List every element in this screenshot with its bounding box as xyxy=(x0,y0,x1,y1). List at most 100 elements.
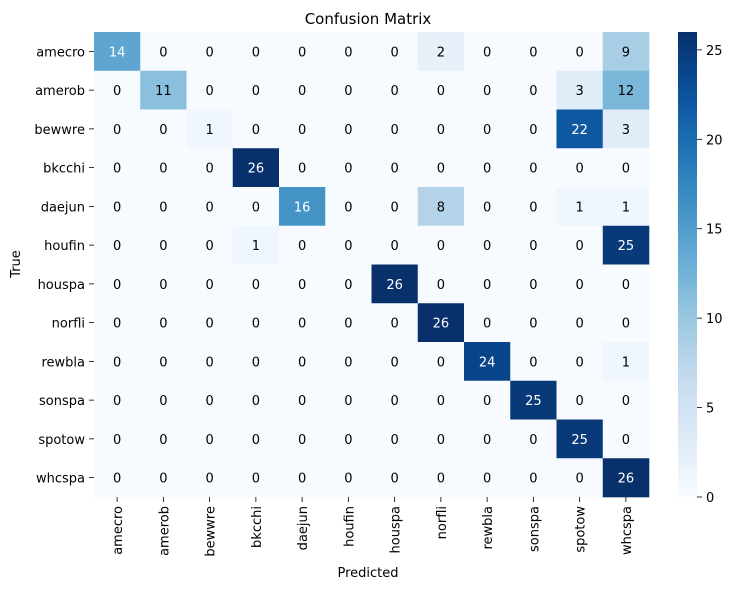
heatmap-cell xyxy=(371,109,419,149)
heatmap-cell xyxy=(371,342,419,382)
chart-title: Confusion Matrix xyxy=(305,10,432,28)
cell-value-label: 0 xyxy=(390,239,398,254)
heatmap-cell xyxy=(232,342,280,382)
heatmap-cell xyxy=(186,303,234,343)
heatmap-cell xyxy=(510,303,557,343)
cell-value-label: 0 xyxy=(298,278,306,293)
colorbar-tick-label: 10 xyxy=(706,312,723,327)
cell-value-label: 0 xyxy=(252,278,260,293)
heatmap-cell xyxy=(232,148,280,188)
cell-value-label: 0 xyxy=(575,278,583,293)
heatmap-cell xyxy=(186,458,234,498)
cell-value-label: 25 xyxy=(525,394,542,409)
cell-value-label: 0 xyxy=(529,45,537,60)
heatmap-cell xyxy=(186,380,234,420)
cell-value-label: 25 xyxy=(618,239,635,254)
heatmap-cell xyxy=(279,342,326,382)
cell-value-label: 0 xyxy=(205,239,213,254)
y-tick-label: sonspa xyxy=(39,394,85,409)
cell-value-label: 0 xyxy=(205,84,213,99)
cell-value-label: 0 xyxy=(344,239,352,254)
cell-value-label: 0 xyxy=(529,84,537,99)
cell-value-label: 0 xyxy=(390,45,398,60)
heatmap-cell xyxy=(556,342,604,382)
cell-value-label: 0 xyxy=(205,433,213,448)
heatmap-cell xyxy=(279,303,326,343)
heatmap-cell xyxy=(556,380,604,420)
cell-value-label: 1 xyxy=(575,200,583,215)
heatmap-cell xyxy=(556,419,604,459)
heatmap-cell xyxy=(140,419,187,459)
cell-value-label: 3 xyxy=(622,123,630,138)
heatmap-cell xyxy=(556,303,604,343)
cell-value-label: 12 xyxy=(618,84,635,99)
heatmap-cell xyxy=(417,109,465,149)
x-tick-label: daejun xyxy=(296,506,311,550)
heatmap-cell xyxy=(464,419,511,459)
cell-value-label: 0 xyxy=(252,123,260,138)
cell-value-label: 0 xyxy=(483,162,491,177)
cell-value-label: 0 xyxy=(205,45,213,60)
heatmap-cell xyxy=(464,70,511,110)
heatmap-cell xyxy=(232,264,280,304)
heatmap-cell xyxy=(417,303,465,343)
cell-value-label: 0 xyxy=(437,162,445,177)
cell-value-label: 0 xyxy=(529,239,537,254)
cell-value-label: 11 xyxy=(155,84,172,99)
cell-value-label: 0 xyxy=(159,239,167,254)
cell-value-label: 0 xyxy=(113,162,121,177)
heatmap-cell xyxy=(325,148,372,188)
cell-value-label: 0 xyxy=(575,162,583,177)
cell-value-label: 0 xyxy=(483,45,491,60)
cell-value-label: 1 xyxy=(252,239,260,254)
heatmap-cell xyxy=(232,187,280,227)
heatmap-cell xyxy=(186,419,234,459)
colorbar xyxy=(678,32,697,497)
heatmap-cell xyxy=(371,225,419,265)
heatmap-cell xyxy=(371,187,419,227)
heatmap-cell xyxy=(464,264,511,304)
cell-value-label: 0 xyxy=(529,355,537,370)
cell-value-label: 0 xyxy=(437,355,445,370)
heatmap-cell xyxy=(140,342,187,382)
cell-value-label: 0 xyxy=(483,317,491,332)
heatmap-cell xyxy=(417,32,465,72)
cell-value-label: 26 xyxy=(386,278,403,293)
cell-value-label: 0 xyxy=(483,200,491,215)
heatmap-cell xyxy=(279,187,326,227)
cell-value-label: 0 xyxy=(159,123,167,138)
y-axis-label: True xyxy=(9,250,24,279)
cell-value-label: 0 xyxy=(483,433,491,448)
heatmap-cell xyxy=(602,70,650,110)
colorbar-tick-label: 15 xyxy=(706,223,723,238)
heatmap-cell xyxy=(556,264,604,304)
cell-value-label: 0 xyxy=(205,472,213,487)
cell-value-label: 0 xyxy=(437,123,445,138)
cell-value-label: 0 xyxy=(298,84,306,99)
cell-value-label: 1 xyxy=(205,123,213,138)
cell-value-label: 8 xyxy=(437,200,445,215)
cell-value-label: 0 xyxy=(113,355,121,370)
cell-value-label: 3 xyxy=(575,84,583,99)
heatmap-cell xyxy=(510,458,557,498)
cell-value-label: 1 xyxy=(622,200,630,215)
cell-value-label: 0 xyxy=(298,394,306,409)
cell-value-label: 0 xyxy=(205,394,213,409)
cell-value-label: 0 xyxy=(622,394,630,409)
x-tick-label: bkcchi xyxy=(250,506,265,548)
cell-value-label: 0 xyxy=(298,123,306,138)
x-axis-label: Predicted xyxy=(337,566,398,581)
heatmap-cell xyxy=(371,32,419,72)
cell-value-label: 0 xyxy=(529,123,537,138)
cell-value-label: 0 xyxy=(575,472,583,487)
cell-value-label: 0 xyxy=(575,355,583,370)
heatmap-cell xyxy=(279,225,326,265)
heatmap-cell xyxy=(232,225,280,265)
cell-value-label: 0 xyxy=(437,239,445,254)
heatmap-cell xyxy=(464,303,511,343)
heatmap-cell xyxy=(94,380,141,420)
heatmap-cell xyxy=(417,70,465,110)
cell-value-label: 0 xyxy=(483,472,491,487)
colorbar-tick-label: 5 xyxy=(706,402,714,417)
